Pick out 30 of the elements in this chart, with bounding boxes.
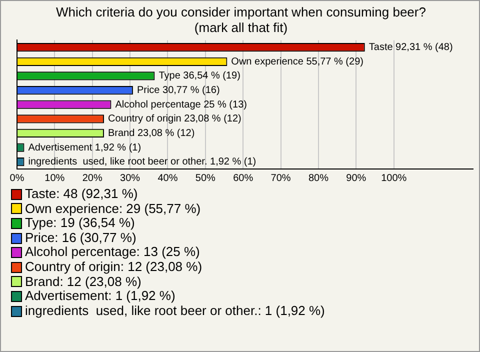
x-tick-label: 30%: [120, 172, 140, 184]
category-label: Advertisement 1,92 % (1): [28, 142, 142, 154]
category-label: Price 30,77 % (16): [136, 85, 220, 96]
text: ingredients used, like root beer or other.: 1 (1,92 %): [25, 302, 325, 318]
x-tick-label: 50%: [195, 172, 216, 184]
x-tick-label: 20%: [82, 172, 102, 184]
text: Price: 16 (30,77 %): [25, 230, 136, 246]
category-label: Country of origin 23,08 % (12): [108, 114, 242, 125]
category-label: Taste 92,31 % (48): [368, 42, 453, 54]
text: Type: 19 (36,54 %): [25, 215, 135, 231]
category-label: Brand 23,08 % (12): [108, 128, 195, 139]
x-tick-label: 100%: [381, 172, 407, 184]
text: Advertisement: 1 (1,92 %): [25, 288, 176, 304]
text: Taste: 48 (92,31 %): [25, 186, 138, 202]
x-tick-label: 10%: [44, 172, 65, 184]
x-tick-label: 70%: [270, 172, 291, 184]
category-label: Type 36,54 % (19): [158, 70, 240, 82]
category-label: Alcohol percentage 25 % (13): [115, 99, 247, 110]
x-tick-label: 90%: [346, 172, 366, 184]
text: Country of origin: 12 (23,08 %): [25, 258, 202, 275]
category-label: ingredients used, like root beer or other. 1,92 % (1): [28, 156, 256, 168]
x-tick-label: 40%: [158, 172, 178, 184]
chart-title: Which criteria do you consider important when consuming beer? (mark all that fit): [56, 4, 426, 35]
category-label: Own experience 55,77 % (29): [231, 56, 364, 68]
text: Alcohol percentage: 13 (25 %): [25, 244, 200, 260]
x-tick-label: 60%: [233, 172, 254, 184]
x-tick-label: 80%: [308, 172, 329, 184]
text: Own experience: 29 (55,77 %): [25, 200, 201, 216]
text: Brand: 12 (23,08 %): [25, 274, 142, 290]
x-tick-label: 0%: [10, 172, 24, 184]
